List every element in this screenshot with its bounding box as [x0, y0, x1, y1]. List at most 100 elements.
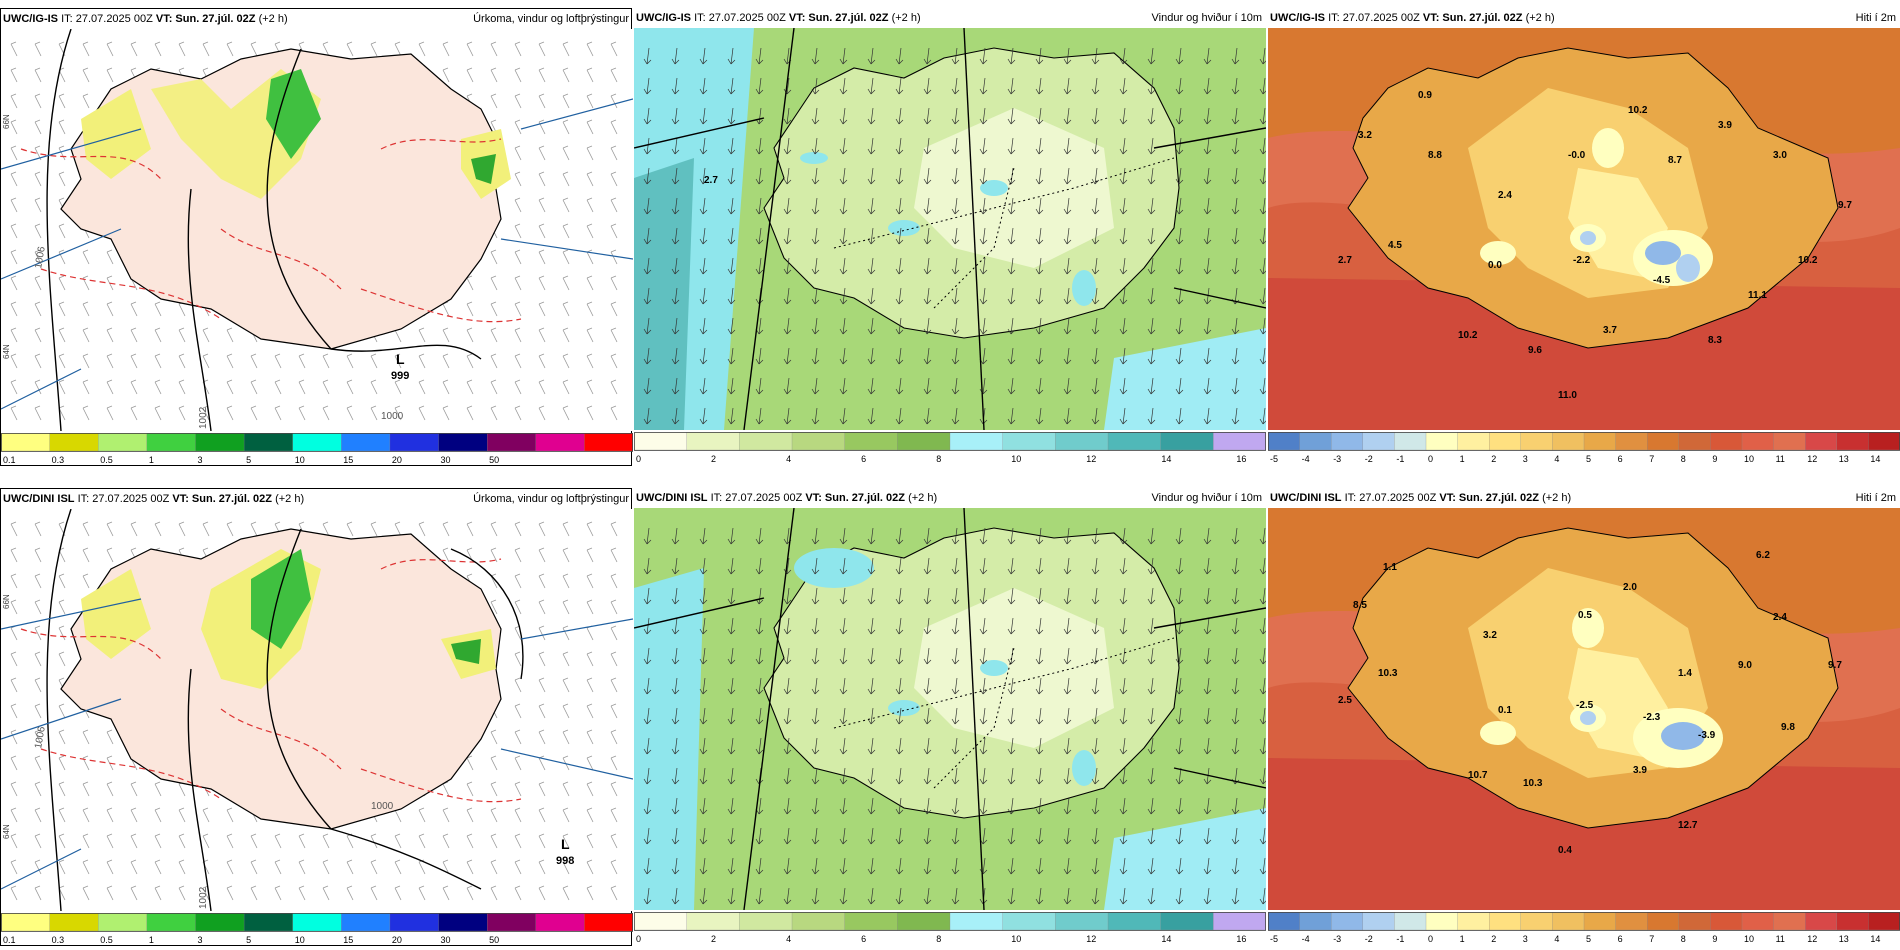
- colorbar-tick-label: -4: [1302, 934, 1310, 944]
- low-pressure-letter: L: [396, 351, 405, 367]
- colorbar-swatch: [1457, 432, 1490, 451]
- colorbar-swatch: [1, 433, 51, 452]
- colorbar-tick-label: 14: [1161, 934, 1171, 944]
- lat-label: 64N: [2, 344, 11, 359]
- panel-title: Úrkoma, vindur og loftþrýstingur: [473, 493, 629, 505]
- svg-text:3.2: 3.2: [1358, 130, 1372, 141]
- colorbar-swatch: [1107, 912, 1162, 931]
- colorbar-tick-label: -1: [1396, 454, 1404, 464]
- header-model: UWC/IG-IS: [3, 13, 58, 25]
- wind-panel-igis: UWC/IG-IS IT: 27.07.2025 00Z VT: Sun. 27…: [634, 8, 1266, 466]
- colorbar-tick-label: 11: [1776, 934, 1785, 944]
- colorbar-tick-label: 15: [343, 455, 353, 465]
- colorbar-tick-label: 3: [197, 455, 202, 465]
- colorbar-swatch: [243, 433, 294, 452]
- colorbar-swatch: [1160, 912, 1214, 931]
- colorbar-tick-label: 0.5: [100, 935, 113, 945]
- colorbar-swatch: [1, 913, 51, 932]
- precip-map[interactable]: L 998 1000 1002 1006 66N 64N: [1, 509, 633, 911]
- colorbar-tick-label: 0.3: [52, 455, 65, 465]
- colorbar-swatch: [1552, 912, 1585, 931]
- colorbar-swatch: [146, 433, 197, 452]
- colorbar-tick-label: 10: [295, 935, 305, 945]
- header-it: IT: 27.07.2025 00Z: [1328, 12, 1420, 24]
- header-it: IT: 27.07.2025 00Z: [1344, 492, 1437, 504]
- colorbar-tick-label: 4: [786, 934, 791, 944]
- temp-map[interactable]: 1.1 6.2 2.0 8.5 0.5 2.4 3.2 10.3 1.4 9.0…: [1268, 508, 1900, 910]
- colorbar-swatch: [949, 432, 1004, 451]
- colorbar-swatch: [341, 913, 391, 932]
- low-pressure-letter: L: [561, 836, 570, 852]
- colorbar-tick-label: 2: [711, 454, 716, 464]
- colorbar-swatch: [686, 912, 740, 931]
- colorbar-tick-label: 5: [1586, 934, 1591, 944]
- colorbar-swatch: [844, 912, 898, 931]
- panel-title: Úrkoma, vindur og loftþrýstingur: [473, 13, 629, 25]
- colorbar-tick-label: 1: [1460, 454, 1465, 464]
- precip-colorbar: 0.1 0.3 0.5 1 3 5 10 15 20 30 50: [1, 913, 633, 947]
- contour-label: 1000: [381, 411, 404, 422]
- svg-text:-3.9: -3.9: [1698, 730, 1716, 741]
- header-vt: VT: Sun. 27.júl. 02Z: [1422, 12, 1523, 24]
- precip-map[interactable]: L 999 1000 1002 1006 66N 64N: [1, 29, 633, 431]
- colorbar-swatch: [1268, 432, 1301, 451]
- header-vt: VT: Sun. 27.júl. 02Z: [172, 493, 272, 505]
- colorbar-swatch: [1002, 912, 1056, 931]
- colorbar-swatch: [1583, 912, 1617, 931]
- svg-text:4.5: 4.5: [1388, 240, 1402, 251]
- precip-colorbar: 0.1 0.3 0.5 1 3 5 10 15 20 30 50: [1, 433, 633, 467]
- colorbar-swatch: [1213, 912, 1266, 931]
- colorbar-tick-label: 16: [1236, 454, 1246, 464]
- colorbar-swatch: [739, 432, 793, 451]
- svg-text:9.8: 9.8: [1781, 722, 1795, 733]
- svg-text:0.5: 0.5: [1578, 610, 1592, 621]
- colorbar-swatch: [1647, 432, 1680, 451]
- header-it: IT: 27.07.2025 00Z: [77, 493, 170, 505]
- colorbar-swatch: [535, 913, 586, 932]
- header-vt: VT: Sun. 27.júl. 02Z: [788, 12, 889, 24]
- svg-text:12.7: 12.7: [1678, 820, 1698, 831]
- colorbar-tick-label: 30: [441, 935, 451, 945]
- svg-text:8.5: 8.5: [1353, 600, 1367, 611]
- colorbar-tick-label: -5: [1270, 934, 1278, 944]
- wind-map[interactable]: 2.7: [634, 28, 1266, 430]
- colorbar-tick-label: 16: [1236, 934, 1246, 944]
- temp-map[interactable]: 0.9 10.2 3.9 3.2 8.8 -0.0 8.7 3.0 9.7 2.…: [1268, 28, 1900, 430]
- colorbar-swatch: [243, 913, 294, 932]
- colorbar-swatch: [1520, 432, 1554, 451]
- svg-text:3.7: 3.7: [1603, 325, 1617, 336]
- colorbar-swatch: [1457, 912, 1490, 931]
- colorbar-tick-label: 13: [1839, 934, 1849, 944]
- svg-text:0.1: 0.1: [1498, 705, 1512, 716]
- colorbar-swatch: [844, 432, 898, 451]
- svg-text:2.0: 2.0: [1623, 582, 1637, 593]
- colorbar-tick-label: 50: [489, 935, 499, 945]
- colorbar-swatch: [1425, 432, 1459, 451]
- svg-text:2.4: 2.4: [1498, 190, 1512, 201]
- header-it: IT: 27.07.2025 00Z: [694, 12, 786, 24]
- colorbar-swatch: [584, 433, 633, 452]
- colorbar-tick-label: -3: [1333, 934, 1341, 944]
- low-pressure-value: 999: [391, 370, 409, 382]
- colorbar-swatch: [1868, 912, 1900, 931]
- svg-text:10.2: 10.2: [1798, 255, 1818, 266]
- colorbar-tick-label: 0.1: [3, 935, 16, 945]
- colorbar-swatch: [1394, 432, 1427, 451]
- colorbar-tick-label: 8: [936, 454, 941, 464]
- colorbar-swatch: [1773, 432, 1806, 451]
- colorbar-tick-label: 6: [1618, 454, 1623, 464]
- colorbar-swatch: [1331, 912, 1364, 931]
- colorbar-tick-label: 6: [1618, 934, 1623, 944]
- lat-label: 66N: [2, 114, 11, 129]
- colorbar-tick-label: 9: [1712, 934, 1717, 944]
- colorbar-tick-label: 6: [861, 934, 866, 944]
- wind-map[interactable]: [634, 508, 1266, 910]
- colorbar-tick-label: 5: [246, 455, 251, 465]
- panel-header: UWC/IG-IS IT: 27.07.2025 00Z VT: Sun. 27…: [1268, 8, 1900, 28]
- colorbar-tick-label: 6: [861, 454, 866, 464]
- colorbar-tick-label: 10: [1011, 454, 1021, 464]
- contour-label: 1002: [198, 886, 209, 909]
- colorbar-swatch: [487, 913, 537, 932]
- precip-panel-igis: UWC/IG-IS IT: 27.07.2025 00Z VT: Sun. 27…: [0, 8, 633, 467]
- colorbar-swatch: [1583, 432, 1617, 451]
